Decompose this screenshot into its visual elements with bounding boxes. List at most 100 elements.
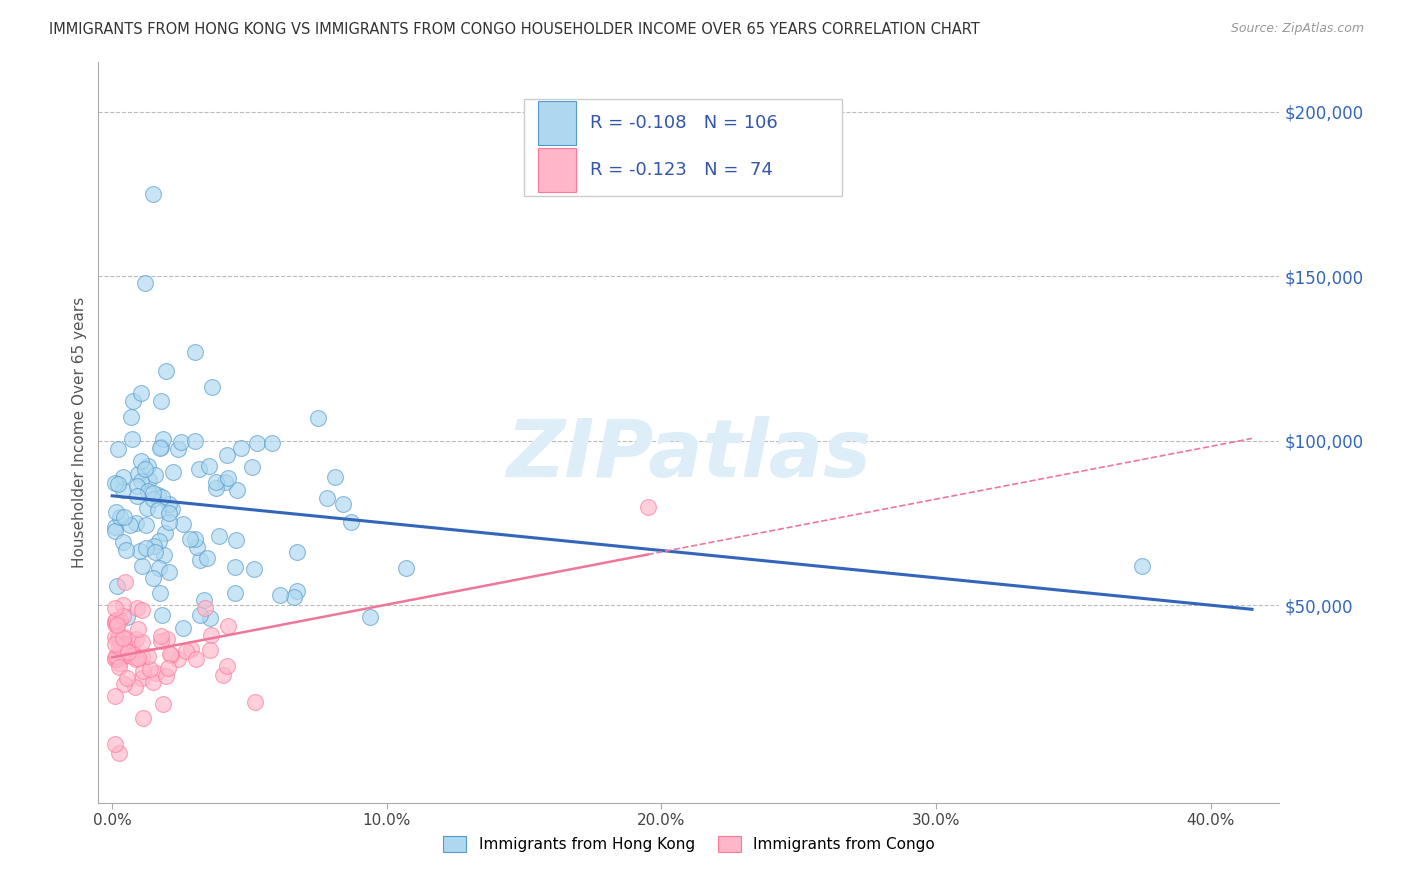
Point [104,689,127,703]
Point [112,483,135,498]
Point [340,515,363,529]
Point [138,474,160,488]
Point [205,475,228,489]
Point [198,459,221,474]
Point [143,545,166,559]
Point [637,500,659,514]
Point [127,622,149,636]
Point [120,410,142,425]
Point [167,652,190,666]
Point [128,544,150,558]
Point [104,631,127,645]
Point [285,544,308,558]
Point [155,364,177,378]
Point [172,621,194,635]
Point [131,559,153,574]
Point [152,698,174,712]
Point [120,649,142,664]
Point [117,645,139,659]
Point [112,637,135,651]
Point [143,539,166,553]
Point [127,467,149,481]
Point [104,524,127,538]
Point [194,601,217,615]
Point [149,629,172,643]
Point [184,434,207,448]
Point [1130,559,1153,574]
Point [262,436,284,450]
Point [127,650,149,665]
Point [104,613,127,627]
Point [111,632,134,646]
Point [104,475,127,490]
Point [150,634,173,648]
Point [105,505,128,519]
Point [104,520,127,534]
Point [243,695,266,709]
Point [125,600,148,615]
Point [125,489,148,503]
Point [205,481,228,495]
Point [145,666,167,681]
Point [104,651,127,665]
Point [134,461,156,475]
Point [142,187,165,202]
Point [125,632,148,646]
Point [107,630,129,644]
FancyBboxPatch shape [523,99,842,195]
Point [188,552,211,566]
Point [217,471,239,485]
Point [148,488,170,502]
Point [395,561,418,575]
Point [150,490,173,504]
Point [157,506,180,520]
Point [359,610,381,624]
Point [152,432,174,446]
Point [146,503,169,517]
Point [108,640,131,654]
Point [224,560,246,574]
Point [323,469,346,483]
Point [142,485,165,500]
Point [114,574,136,589]
Point [115,671,138,685]
Point [176,644,198,658]
Point [131,650,153,665]
Point [134,276,156,290]
Point [111,469,134,483]
FancyBboxPatch shape [537,101,575,145]
Point [107,629,129,643]
Point [107,613,129,627]
Point [131,671,153,685]
Point [246,435,269,450]
Point [111,639,134,653]
Point [136,649,159,664]
Point [186,652,208,666]
Point [105,648,128,663]
Point [114,677,136,691]
Point [104,616,127,631]
Point [121,433,143,447]
Point [112,535,135,549]
Point [108,660,131,674]
Point [200,627,222,641]
Point [217,658,239,673]
Point [115,648,138,662]
Point [104,614,127,628]
Point [108,747,131,761]
Point [148,561,170,575]
Point [307,411,329,425]
Point [112,599,135,613]
Point [332,497,354,511]
Point [121,393,143,408]
Point [149,441,172,455]
Point [217,619,239,633]
FancyBboxPatch shape [537,147,575,192]
Point [150,440,173,454]
Point [170,435,193,450]
Point [157,565,180,579]
Point [283,590,305,604]
Point [166,442,188,457]
Point [118,517,141,532]
Point [150,607,173,622]
